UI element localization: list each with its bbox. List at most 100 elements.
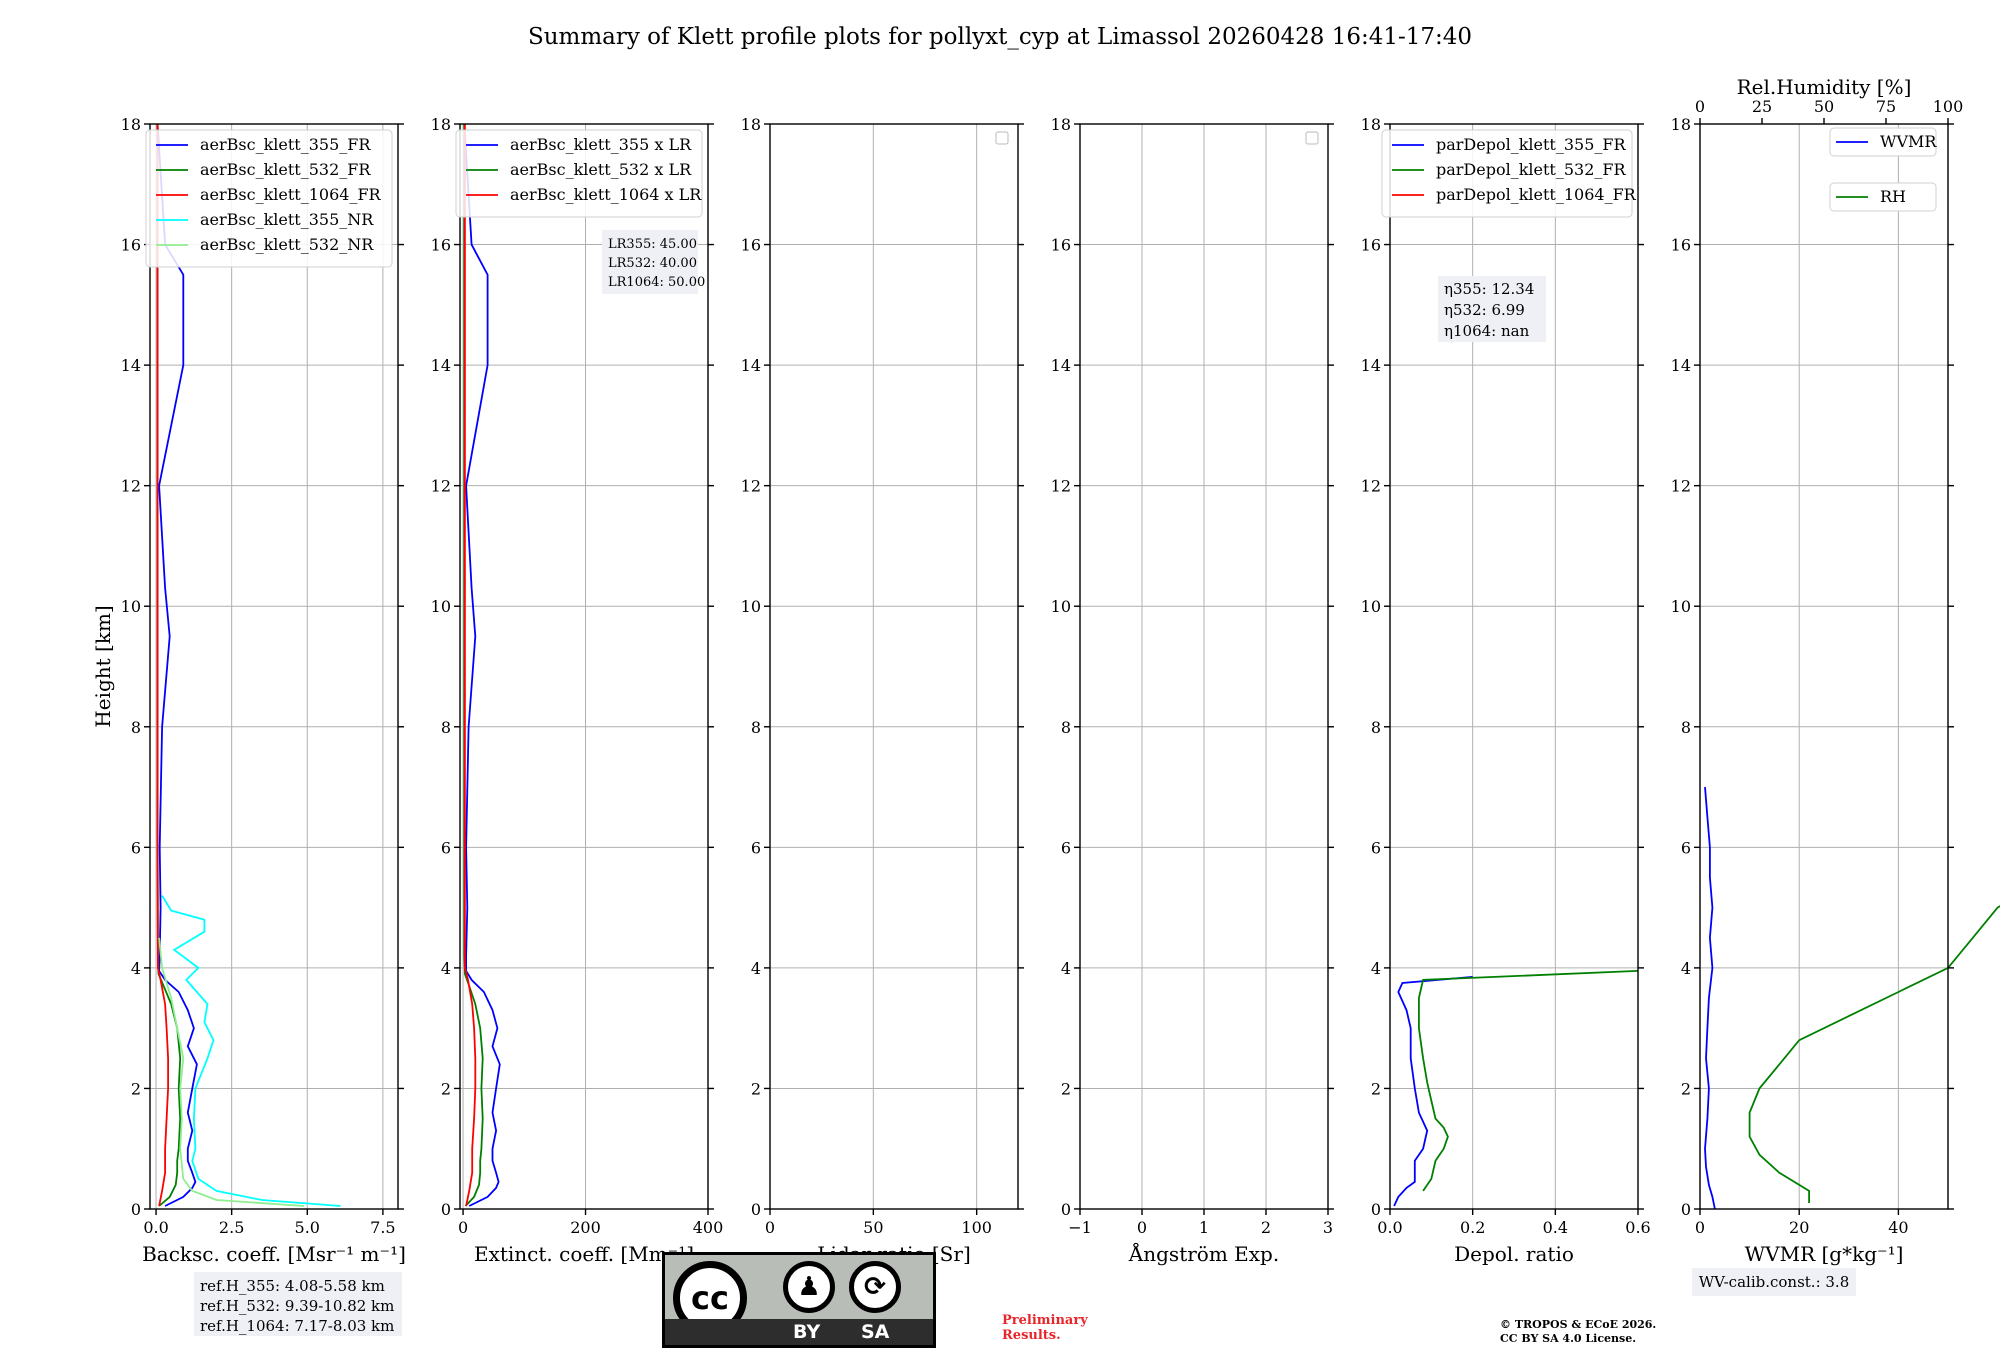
x-tick-label: 100 bbox=[961, 1218, 992, 1237]
y-tick-label: 16 bbox=[431, 236, 451, 255]
series-line-aerBsc_klett_532_NR bbox=[158, 937, 305, 1207]
legend-label: aerBsc_klett_1064 x LR bbox=[510, 185, 702, 204]
x-tick-label: 3 bbox=[1323, 1218, 1333, 1237]
legend-label: WVMR bbox=[1880, 132, 1937, 151]
y-tick-label: 16 bbox=[1361, 236, 1381, 255]
x-tick-label: 0 bbox=[765, 1218, 775, 1237]
legend-label: RH bbox=[1880, 187, 1906, 206]
x-top-tick-label: 25 bbox=[1752, 97, 1772, 116]
legend-box bbox=[1381, 129, 1633, 218]
plot-frame bbox=[769, 123, 1019, 1210]
series-line-WVMR bbox=[1704, 787, 1716, 1210]
x-tick-label: 0 bbox=[458, 1218, 468, 1237]
legend-label: parDepol_klett_355_FR bbox=[1436, 135, 1627, 154]
x-tick-label: 20 bbox=[1789, 1218, 1809, 1237]
cc-by-label: BY bbox=[793, 1321, 821, 1343]
ref-height-1064: ref.H_1064: 7.17-8.03 km bbox=[200, 1317, 395, 1335]
y-tick-label: 10 bbox=[121, 597, 141, 616]
x-top-tick-label: 50 bbox=[1814, 97, 1834, 116]
y-tick-label: 6 bbox=[1061, 838, 1071, 857]
x-tick-label: 0.0 bbox=[1377, 1218, 1402, 1237]
cc-badge-bar bbox=[665, 1319, 933, 1345]
x-top-tick-label: 100 bbox=[1933, 97, 1964, 116]
x-top-tick-label: 75 bbox=[1876, 97, 1896, 116]
series-line-aerBsc_klett_532_FR bbox=[156, 124, 182, 1207]
y-tick-label: 2 bbox=[1371, 1079, 1381, 1098]
preliminary-line-1: Preliminary bbox=[1002, 1313, 1088, 1328]
eta-label: η355: 12.34 bbox=[1444, 280, 1534, 298]
figure-title: Summary of Klett profile plots for polly… bbox=[528, 24, 1472, 50]
x-tick-label: 0.2 bbox=[1460, 1218, 1485, 1237]
y-tick-label: 0 bbox=[441, 1200, 451, 1219]
plot-frame bbox=[149, 123, 399, 1210]
y-tick-label: 18 bbox=[1671, 115, 1691, 134]
x-axis-label: WVMR [g*kg⁻¹] bbox=[1745, 1242, 1904, 1266]
copyright-line-2: CC BY SA 4.0 License. bbox=[1500, 1332, 1637, 1345]
y-tick-label: 6 bbox=[751, 838, 761, 857]
y-tick-label: 14 bbox=[741, 356, 761, 375]
y-tick-label: 8 bbox=[1061, 718, 1071, 737]
legend-box bbox=[1829, 182, 1937, 212]
x-tick-label: 2.5 bbox=[219, 1218, 244, 1237]
x-tick-label: −1 bbox=[1068, 1218, 1092, 1237]
eta-label: η1064: nan bbox=[1444, 322, 1530, 340]
wv-calibration-box: WV-calib.const.: 3.8 bbox=[1692, 1268, 1856, 1296]
plot-frame bbox=[1389, 123, 1639, 1210]
y-tick-label: 12 bbox=[121, 477, 141, 496]
y-tick-label: 8 bbox=[1371, 718, 1381, 737]
y-tick-label: 8 bbox=[441, 718, 451, 737]
series-line-parDepol_klett_532_FR bbox=[1418, 970, 1639, 1192]
y-tick-label: 14 bbox=[1361, 356, 1381, 375]
lidar-ratio-label: LR355: 45.00 bbox=[608, 237, 697, 252]
y-tick-label: 2 bbox=[1681, 1079, 1691, 1098]
y-tick-label: 12 bbox=[1051, 477, 1071, 496]
eta-label: η532: 6.99 bbox=[1444, 301, 1525, 319]
x-tick-label: 0 bbox=[1695, 1218, 1705, 1237]
y-tick-label: 4 bbox=[1681, 959, 1691, 978]
x-tick-label: 0 bbox=[1137, 1218, 1147, 1237]
preliminary-note: Preliminary Results. bbox=[1002, 1313, 1088, 1343]
y-tick-label: 6 bbox=[1371, 838, 1381, 857]
y-tick-label: 10 bbox=[1051, 597, 1071, 616]
y-tick-label: 16 bbox=[121, 236, 141, 255]
series-line-aerBsc_klett_1064_FR bbox=[156, 124, 170, 1207]
series-line-aerBsc_klett_355 x LR bbox=[463, 123, 501, 1207]
plot-frame bbox=[1699, 123, 1949, 1210]
y-tick-label: 10 bbox=[1361, 597, 1381, 616]
attribution-icon: ♟ bbox=[783, 1261, 835, 1313]
y-tick-label: 14 bbox=[121, 356, 141, 375]
y-tick-label: 14 bbox=[1051, 356, 1071, 375]
y-tick-label: 18 bbox=[121, 115, 141, 134]
y-tick-label: 16 bbox=[741, 236, 761, 255]
y-tick-label: 0 bbox=[1061, 1200, 1071, 1219]
legend-label: aerBsc_klett_532_FR bbox=[200, 160, 371, 179]
y-tick-label: 18 bbox=[1051, 115, 1071, 134]
x-tick-label: 7.5 bbox=[370, 1218, 395, 1237]
y-tick-label: 8 bbox=[751, 718, 761, 737]
x-axis-label: Extinct. coeff. [Mm⁻¹] bbox=[474, 1242, 694, 1266]
x-tick-label: 40 bbox=[1888, 1218, 1908, 1237]
y-tick-label: 4 bbox=[751, 959, 761, 978]
x-tick-label: 200 bbox=[570, 1218, 601, 1237]
lidar-ratio-label: LR532: 40.00 bbox=[608, 256, 697, 271]
y-tick-label: 12 bbox=[741, 477, 761, 496]
empty-legend-box bbox=[995, 131, 1009, 145]
y-tick-label: 8 bbox=[131, 718, 141, 737]
y-tick-label: 8 bbox=[1681, 718, 1691, 737]
x-axis-label: Backsc. coeff. [Msr⁻¹ m⁻¹] bbox=[142, 1242, 406, 1266]
y-tick-label: 14 bbox=[431, 356, 451, 375]
ref-height-532: ref.H_532: 9.39-10.82 km bbox=[200, 1297, 395, 1315]
cc-sa-label: SA bbox=[861, 1321, 890, 1343]
x-top-axis-label: Rel.Humidity [%] bbox=[1737, 75, 1912, 99]
y-tick-label: 18 bbox=[431, 115, 451, 134]
series-line-parDepol_klett_355_FR bbox=[1393, 976, 1473, 1207]
legend-box bbox=[1829, 127, 1937, 157]
copyright-line-1: © TROPOS & ECoE 2026. bbox=[1500, 1318, 1657, 1331]
y-tick-label: 16 bbox=[1051, 236, 1071, 255]
y-tick-label: 12 bbox=[1361, 477, 1381, 496]
y-tick-label: 10 bbox=[741, 597, 761, 616]
empty-legend-box bbox=[1305, 131, 1319, 145]
